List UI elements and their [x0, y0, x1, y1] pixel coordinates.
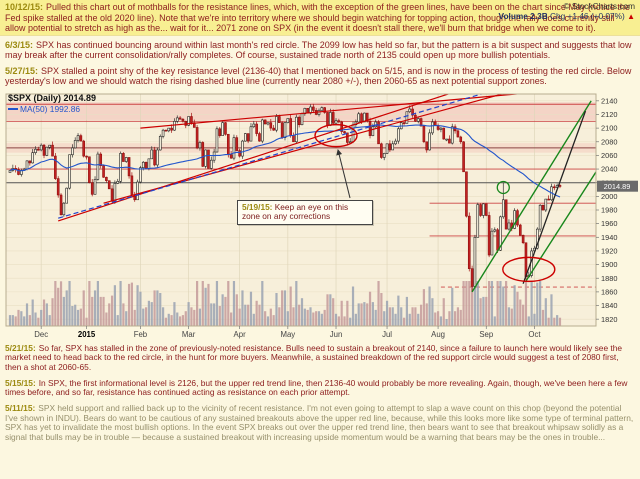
annotation-note-5-15-15: 5/15/15: In SPX, the first informational …	[0, 377, 640, 399]
svg-text:1980: 1980	[601, 205, 617, 214]
svg-text:1860: 1860	[601, 287, 617, 296]
price-chart-area: 2140212021002080206020402020200019801960…	[0, 90, 640, 340]
ma50-line	[9, 124, 561, 198]
svg-text:2060: 2060	[601, 151, 617, 160]
annotation-note-5-21-15: 5/21/15: So far, SPX has stalled in the z…	[0, 342, 640, 374]
svg-text:1920: 1920	[601, 246, 617, 255]
svg-text:Oct: Oct	[528, 330, 541, 339]
note-text: So far, SPX has stalled in the zone of p…	[5, 342, 623, 372]
volume-bars	[8, 280, 562, 326]
annotation-note-6-3-15: 6/3/15: SPX has continued bouncing around…	[0, 38, 640, 62]
stockcharts-copyright: © StockCharts.com	[563, 1, 635, 11]
last-price-tag: 2014.89	[597, 180, 638, 192]
annotation-note-5-27-15: 5/27/15: SPX stalled a point shy of the k…	[0, 64, 640, 88]
svg-text:Aug: Aug	[431, 330, 445, 339]
svg-text:2100: 2100	[601, 123, 617, 132]
ma50-legend: MA(50) 1992.86	[8, 104, 96, 114]
note-date: 5/27/15:	[5, 65, 39, 76]
zone-circles	[314, 123, 556, 282]
trend-lines	[58, 93, 596, 292]
svg-text:Jul: Jul	[382, 330, 392, 339]
change-readout: Chg +1.46 (+0.07%)	[550, 10, 625, 21]
up-arrow-icon: ▲	[627, 11, 635, 21]
svg-text:Jun: Jun	[330, 330, 343, 339]
annotation-note-10-12-15: 10/12/15: Pulled this chart out of mothba…	[0, 0, 640, 36]
chart-legend: $SPX (Daily) 2014.89 MA(50) 1992.86	[8, 93, 96, 114]
svg-text:2015: 2015	[78, 330, 96, 339]
svg-text:2080: 2080	[601, 137, 617, 146]
chart-header-info: © StockCharts.com Volume 2.3B Chg +1.46 …	[498, 1, 635, 22]
callout-arrow	[336, 148, 351, 198]
note-date: 6/3/15:	[5, 39, 34, 50]
note-text: In SPX, the first informational level is…	[5, 377, 628, 398]
svg-text:May: May	[280, 330, 295, 339]
svg-text:2140: 2140	[601, 96, 617, 105]
svg-text:1840: 1840	[601, 301, 617, 310]
svg-text:Dec: Dec	[34, 330, 48, 339]
svg-text:Feb: Feb	[134, 330, 148, 339]
annotation-note-5-11-15: 5/11/15: SPX held support and rallied bac…	[0, 402, 640, 444]
svg-text:2000: 2000	[601, 191, 617, 200]
note-text: SPX has continued bouncing around within…	[5, 39, 632, 61]
callout-date: 5/19/15:	[242, 201, 273, 212]
volume-readout: Volume 2.3B	[498, 10, 548, 21]
svg-text:2040: 2040	[601, 164, 617, 173]
svg-text:Sep: Sep	[479, 330, 494, 339]
note-date: 5/21/15:	[5, 342, 36, 353]
note-text: SPX stalled a point shy of the key resis…	[5, 65, 632, 87]
svg-text:1960: 1960	[601, 219, 617, 228]
svg-text:2120: 2120	[601, 110, 617, 119]
svg-text:1820: 1820	[601, 314, 617, 323]
symbol-label: $SPX (Daily) 2014.89	[8, 92, 97, 103]
volume-change-row: Volume 2.3B Chg +1.46 (+0.07%) ▲	[498, 10, 635, 22]
ma-line-swatch	[8, 108, 18, 111]
candlesticks	[8, 103, 562, 292]
note-date: 10/12/15:	[5, 2, 44, 12]
callout-text: Keep an eye on this zone on any correcti…	[242, 201, 349, 222]
svg-text:1900: 1900	[601, 260, 617, 269]
callout-note-5-19-15: 5/19/15: Keep an eye on this zone on any…	[237, 199, 373, 226]
svg-text:1940: 1940	[601, 232, 617, 241]
svg-text:2014.89: 2014.89	[604, 181, 631, 190]
svg-text:Mar: Mar	[182, 330, 196, 339]
note-text: Pulled this chart out of mothballs for t…	[5, 2, 630, 33]
svg-text:1880: 1880	[601, 273, 617, 282]
note-date: 5/15/15:	[5, 377, 36, 388]
note-text: SPX held support and rallied back up to …	[5, 403, 634, 443]
svg-text:Apr: Apr	[234, 330, 247, 339]
note-date: 5/11/15:	[5, 403, 36, 414]
